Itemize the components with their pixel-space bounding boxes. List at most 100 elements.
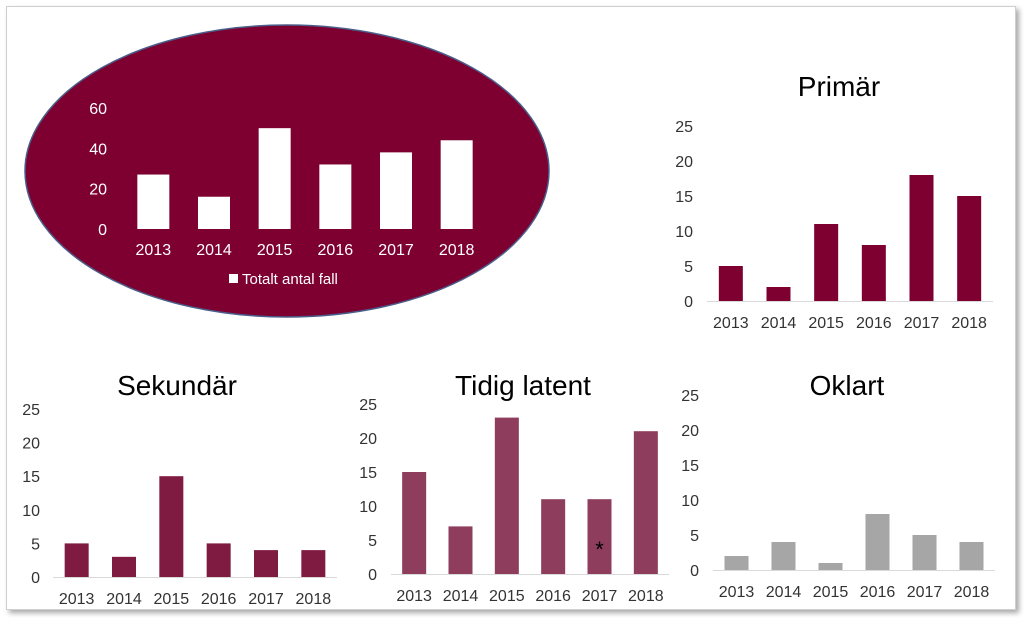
chart-1: 0 20 40 60 2013 2014 2015 2016 2017 2018 Totalt an… [24,24,550,318]
x-tick-label: 2017 [582,588,618,605]
y-tick-label: 25 [359,397,377,414]
y-tick-label: 15 [675,189,693,206]
bar [718,266,743,301]
x-tick-label: 2018 [439,242,475,259]
bar [402,472,427,574]
x-tick-label: 2014 [106,591,142,608]
figure-frame: 0 20 40 60 2013 2014 2015 2016 2017 2018 Totalt an… [6,6,1016,610]
x-tick-label: 2016 [318,242,354,259]
bar [198,196,230,229]
bar [319,164,352,229]
y-tick-label: 15 [359,465,377,482]
y-tick-label: 60 [89,101,107,118]
y-tick-label: 0 [368,567,377,584]
x-tick-label: 2013 [59,591,95,608]
chart-title: Sekundär [117,370,237,401]
x-tick-label: 2017 [904,315,940,332]
bar [440,140,473,229]
bar [301,550,326,577]
chart-title: Primär [798,71,880,102]
x-tick-label: 2013 [136,242,172,259]
y-tick-label: 10 [359,499,377,516]
chart-4: Tidig latent 0 5 10 15 20 25 2013 2014 2015 2016 20… [359,370,669,605]
y-tick-label: 20 [675,154,693,171]
x-tick-label: 2016 [535,588,571,605]
x-tick-label: 2015 [808,315,844,332]
legend-swatch [229,274,238,283]
x-tick-label: 2017 [907,584,943,601]
bar [64,543,89,577]
bar [448,526,473,574]
y-tick-label: 0 [690,563,699,580]
y-tick-label: 25 [22,402,40,419]
y-tick-label: 15 [22,469,40,486]
bar [137,174,170,229]
x-tick-label: 2017 [378,242,414,259]
y-tick-label: 5 [690,528,699,545]
y-tick-label: 25 [681,388,699,405]
bar [633,431,658,574]
bar [959,542,984,570]
y-tick-label: 20 [359,431,377,448]
y-tick-label: 5 [368,533,377,550]
x-tick-label: 2016 [856,315,892,332]
bar [380,152,412,229]
y-tick-label: 20 [681,423,699,440]
bar [861,245,886,301]
y-tick-label: 0 [98,222,107,239]
x-tick-label: 2018 [954,584,990,601]
legend-label: Totalt antal fall [242,271,338,288]
bar [909,175,934,301]
bar [159,476,184,577]
y-tick-label: 40 [89,141,107,158]
bar [814,224,839,301]
bar [258,128,291,229]
bar [865,514,890,570]
x-tick-label: 2018 [951,315,987,332]
x-tick-label: 2014 [443,588,479,605]
bar-annotation: * [595,537,604,562]
chart-3: Sekundär 0 5 10 15 20 25 2013 2014 2015 2016 2017 20… [22,370,337,608]
x-tick-label: 2015 [489,588,525,605]
bar [766,287,791,301]
y-tick-label: 5 [684,259,693,276]
bar [957,196,982,301]
bar [771,542,796,570]
chart-5: Oklart 0 5 10 15 20 25 2013 2014 2015 2016 2017 2018 [681,370,995,601]
bar [587,499,612,574]
y-tick-label: 10 [681,493,699,510]
x-tick-label: 2018 [296,591,332,608]
bar [112,556,136,577]
x-tick-label: 2013 [719,584,755,601]
y-tick-label: 25 [675,119,693,136]
bar [494,417,519,574]
y-tick-label: 0 [31,570,40,587]
chart-title: Oklart [810,370,885,401]
y-tick-label: 5 [31,536,40,553]
y-tick-label: 20 [89,182,107,199]
x-tick-label: 2014 [196,242,232,259]
bar [254,550,278,577]
bar [912,535,937,570]
bar [818,563,843,570]
bar [206,543,231,577]
x-tick-label: 2017 [248,591,284,608]
y-tick-label: 20 [22,436,40,453]
x-tick-label: 2013 [713,315,749,332]
y-tick-label: 10 [22,503,40,520]
x-tick-label: 2018 [628,588,664,605]
x-tick-label: 2015 [813,584,849,601]
y-tick-label: 15 [681,458,699,475]
bar [541,499,566,574]
y-tick-label: 0 [684,294,693,311]
chart-2: Primär 0 5 10 15 20 25 2013 2014 2015 2016 2017 2018 [675,71,993,332]
x-tick-label: 2013 [396,588,432,605]
x-tick-label: 2015 [154,591,190,608]
x-tick-label: 2014 [761,315,797,332]
chart-title: Tidig latent [455,370,591,401]
x-tick-label: 2014 [766,584,802,601]
bar [724,556,749,570]
x-tick-label: 2016 [860,584,896,601]
x-tick-label: 2016 [201,591,237,608]
